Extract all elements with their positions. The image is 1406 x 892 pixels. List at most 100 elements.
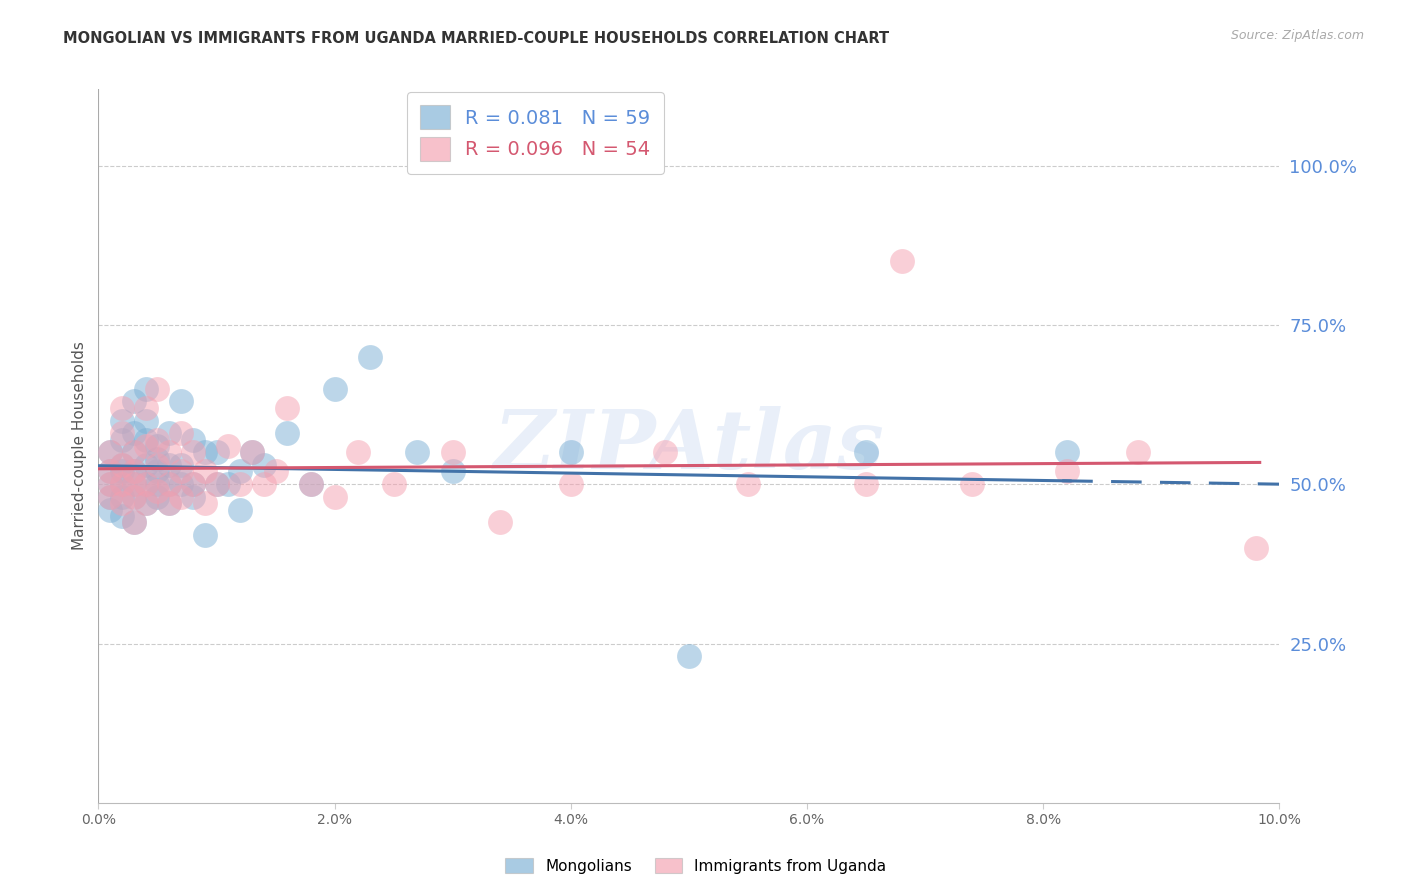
Point xyxy=(157,445,180,459)
Point xyxy=(240,445,263,459)
Point xyxy=(135,477,157,491)
Point xyxy=(560,477,582,491)
Point xyxy=(98,445,121,459)
Point xyxy=(181,490,204,504)
Point xyxy=(489,516,512,530)
Text: Source: ZipAtlas.com: Source: ZipAtlas.com xyxy=(1230,29,1364,42)
Point xyxy=(146,382,169,396)
Point xyxy=(146,439,169,453)
Point xyxy=(98,477,121,491)
Point xyxy=(157,477,180,491)
Point xyxy=(146,458,169,472)
Y-axis label: Married-couple Households: Married-couple Households xyxy=(72,342,87,550)
Point xyxy=(323,490,346,504)
Point xyxy=(678,649,700,664)
Point xyxy=(229,477,252,491)
Point xyxy=(111,496,134,510)
Point xyxy=(323,382,346,396)
Point xyxy=(157,477,180,491)
Point xyxy=(135,496,157,510)
Point xyxy=(111,465,134,479)
Point xyxy=(98,502,121,516)
Point xyxy=(157,496,180,510)
Point xyxy=(1244,541,1267,555)
Point xyxy=(111,477,134,491)
Point xyxy=(135,413,157,427)
Point xyxy=(1126,445,1149,459)
Point xyxy=(217,477,239,491)
Point xyxy=(111,458,134,472)
Point xyxy=(1056,465,1078,479)
Point xyxy=(205,477,228,491)
Point xyxy=(157,426,180,441)
Point xyxy=(253,458,276,472)
Point xyxy=(181,445,204,459)
Point xyxy=(122,426,145,441)
Point xyxy=(111,458,134,472)
Point xyxy=(98,490,121,504)
Point xyxy=(962,477,984,491)
Point xyxy=(157,458,180,472)
Point xyxy=(122,445,145,459)
Point xyxy=(135,496,157,510)
Point xyxy=(229,465,252,479)
Point xyxy=(170,465,193,479)
Point xyxy=(135,458,157,472)
Point xyxy=(146,483,169,498)
Point xyxy=(122,445,145,459)
Point xyxy=(98,490,121,504)
Point xyxy=(146,451,169,466)
Point xyxy=(441,445,464,459)
Point xyxy=(654,445,676,459)
Point xyxy=(170,477,193,491)
Point xyxy=(135,433,157,447)
Point xyxy=(135,439,157,453)
Legend: Mongolians, Immigrants from Uganda: Mongolians, Immigrants from Uganda xyxy=(499,852,893,880)
Point xyxy=(146,477,169,491)
Point xyxy=(111,433,134,447)
Point xyxy=(122,465,145,479)
Point xyxy=(299,477,322,491)
Point xyxy=(122,477,145,491)
Point xyxy=(170,426,193,441)
Point xyxy=(111,509,134,524)
Point xyxy=(181,477,204,491)
Point xyxy=(98,465,121,479)
Point xyxy=(98,445,121,459)
Point xyxy=(264,465,287,479)
Point xyxy=(406,445,429,459)
Point xyxy=(253,477,276,491)
Point xyxy=(217,439,239,453)
Point xyxy=(299,477,322,491)
Point xyxy=(111,401,134,415)
Point xyxy=(382,477,405,491)
Point xyxy=(347,445,370,459)
Point xyxy=(441,465,464,479)
Point xyxy=(122,465,145,479)
Point xyxy=(122,490,145,504)
Point xyxy=(98,465,121,479)
Point xyxy=(181,433,204,447)
Point xyxy=(111,490,134,504)
Point xyxy=(194,496,217,510)
Point xyxy=(194,445,217,459)
Point xyxy=(229,502,252,516)
Point xyxy=(890,254,912,268)
Point xyxy=(181,477,204,491)
Point xyxy=(205,445,228,459)
Point xyxy=(122,516,145,530)
Point xyxy=(737,477,759,491)
Point xyxy=(855,477,877,491)
Point xyxy=(157,496,180,510)
Point xyxy=(146,433,169,447)
Point xyxy=(560,445,582,459)
Point xyxy=(855,445,877,459)
Point xyxy=(276,426,298,441)
Point xyxy=(146,490,169,504)
Point xyxy=(146,465,169,479)
Point xyxy=(122,394,145,409)
Point xyxy=(135,477,157,491)
Point xyxy=(170,490,193,504)
Text: ZIPAtlas: ZIPAtlas xyxy=(494,406,884,486)
Point xyxy=(111,426,134,441)
